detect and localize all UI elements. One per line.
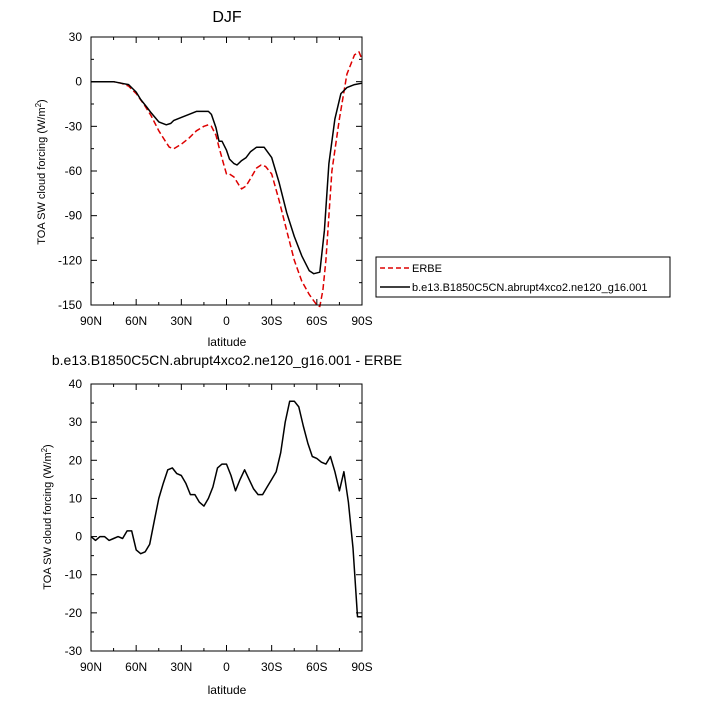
top-y-axis-label: TOA SW cloud forcing (W/m2) [34, 99, 48, 244]
top-x-tick-label: 90S [351, 314, 372, 328]
bottom-y-axis-label: TOA SW cloud forcing (W/m2) [40, 444, 54, 589]
bottom-y-tick-label: -30 [65, 644, 83, 658]
top-y-tick-label: 0 [75, 75, 82, 89]
top-y-tick-label: -60 [65, 164, 83, 178]
top-x-tick-label: 30N [170, 314, 192, 328]
top-series-lines [91, 51, 363, 308]
top-y-tick-label: -120 [58, 253, 82, 267]
top-plot-frame [90, 36, 363, 306]
bottom-panel: b.e13.B1850C5CN.abrupt4xco2.ne120_g16.00… [40, 352, 402, 697]
bottom-series-lines [90, 400, 362, 618]
top-y-tick-label: -30 [65, 119, 83, 133]
top-series-line-erbe [91, 51, 363, 308]
bottom-plot-frame [90, 383, 363, 652]
bottom-x-tick-label: 30S [261, 660, 282, 674]
top-chart-title: DJF [212, 9, 242, 26]
bottom-axis-ticks: 40 30 20 10 0 -10 -20 -30 90N 60N 30N 0 30S 60S 90S [65, 377, 373, 674]
bottom-y-tick-label: -10 [65, 568, 83, 582]
bottom-series-line-model [90, 400, 362, 618]
top-axis-ticks: 30 0 -30 -60 -90 -120 -150 90N 60N 30N 0 30S 60S 90S [58, 30, 373, 328]
bottom-chart-title: b.e13.B1850C5CN.abrupt4xco2.ne120_g16.00… [52, 352, 402, 368]
bottom-y-tick-label: 0 [75, 530, 82, 544]
bottom-x-tick-label: 30N [170, 660, 192, 674]
bottom-y-tick-label: -20 [65, 606, 83, 620]
top-y-tick-label: -150 [58, 298, 82, 312]
bottom-y-tick-label: 30 [69, 415, 83, 429]
top-x-tick-label: 60N [125, 314, 147, 328]
top-x-tick-label: 60S [306, 314, 327, 328]
bottom-x-tick-label: 60S [306, 660, 327, 674]
top-x-tick-label: 0 [223, 314, 230, 328]
bottom-y-tick-label: 40 [69, 377, 83, 391]
top-panel: DJF TOA SW cloud forcing (W/m2) latitude… [34, 9, 373, 349]
bottom-y-tick-label: 20 [69, 453, 83, 467]
top-y-tick-label: 30 [69, 30, 83, 44]
legend-model-label: b.e13.B1850C5CN.abrupt4xco2.ne120_g16.00… [412, 282, 647, 294]
top-x-tick-label: 30S [261, 314, 282, 328]
legend-box [375, 256, 671, 298]
bottom-x-tick-label: 0 [223, 660, 230, 674]
top-y-tick-label: -90 [65, 209, 83, 223]
legend: ERBE b.e13.B1850C5CN.abrupt4xco2.ne120_g… [375, 256, 671, 298]
bottom-x-axis-label: latitude [208, 683, 247, 697]
bottom-x-tick-label: 90S [351, 660, 372, 674]
bottom-y-tick-label: 10 [69, 491, 83, 505]
bottom-x-tick-label: 60N [125, 660, 147, 674]
top-x-axis-label: latitude [208, 335, 247, 349]
legend-erbe-label: ERBE [412, 263, 442, 275]
top-x-tick-label: 90N [80, 314, 102, 328]
top-series-line-model [91, 80, 363, 275]
bottom-x-tick-label: 90N [80, 660, 102, 674]
